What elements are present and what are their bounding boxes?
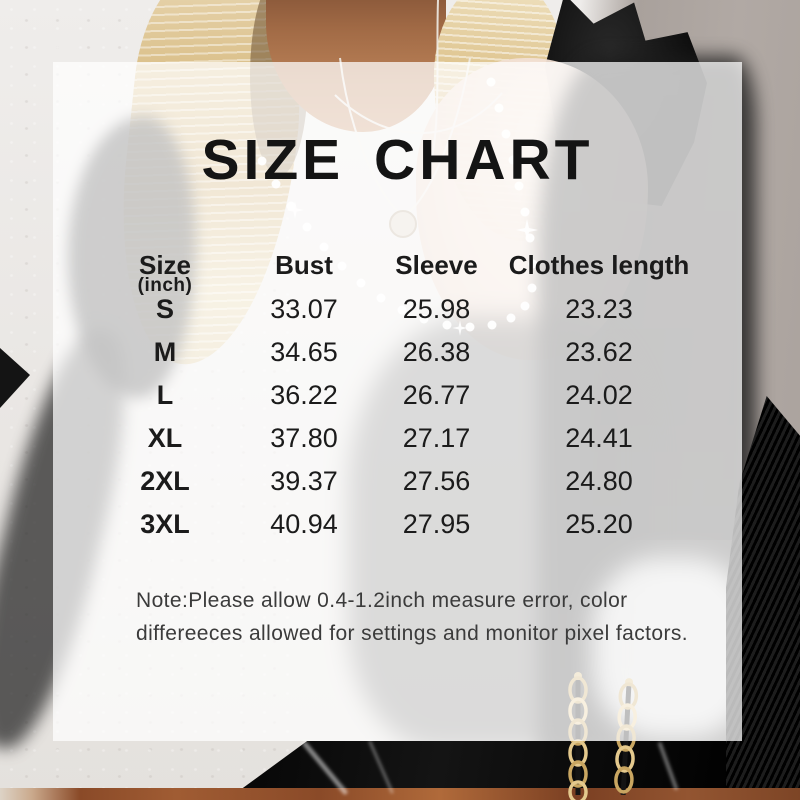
size-cell: XL <box>147 423 183 453</box>
table-row: XL 37.80 27.17 24.41 <box>91 417 694 460</box>
column-header-sleeve: Sleeve <box>395 250 478 280</box>
bust-cell: 33.07 <box>270 294 338 324</box>
size-table-body: S 33.07 25.98 23.23 M 34.65 26.38 23.62 … <box>91 288 694 546</box>
size-chart-content: SIZE CHART Size (inch) Bust Sleeve Cloth… <box>53 62 742 741</box>
size-cell: 3XL <box>140 509 190 539</box>
sleeve-cell: 26.77 <box>402 380 471 410</box>
white-overlay-panel <box>53 62 742 741</box>
column-header-clothes-length: Clothes length <box>508 250 690 280</box>
size-header-label: Size <box>138 250 192 280</box>
table-row: 2XL 39.37 27.56 24.80 <box>91 460 694 503</box>
clothes-length-cell: 24.41 <box>565 423 633 453</box>
bust-cell: 37.80 <box>270 423 338 453</box>
clothes-length-cell: 24.02 <box>565 380 633 410</box>
table-row: S 33.07 25.98 23.23 <box>91 288 694 331</box>
next-photo-strip <box>0 788 800 800</box>
table-row: M 34.65 26.38 23.62 <box>91 331 694 374</box>
clothes-length-cell: 23.62 <box>565 337 633 367</box>
measurement-note-line2: differeeces allowed for settings and mon… <box>136 622 688 645</box>
sleeve-cell: 27.95 <box>402 509 471 539</box>
size-table-header: Size (inch) Bust Sleeve Clothes length <box>91 252 694 295</box>
size-unit-label: (inch) <box>137 275 193 296</box>
clothes-length-cell: 24.80 <box>565 466 633 496</box>
clothes-length-cell: 25.20 <box>565 509 633 539</box>
bust-cell: 39.37 <box>270 466 338 496</box>
pants-shine-streaks <box>302 740 678 795</box>
measurement-note: Note:Please allow 0.4-1.2inch measure er… <box>136 584 688 650</box>
size-cell: L <box>156 380 174 410</box>
sleeve-cell: 27.56 <box>402 466 471 496</box>
size-cell: M <box>153 337 177 367</box>
size-cell: 2XL <box>140 466 190 496</box>
sleeve-cell: 27.17 <box>402 423 471 453</box>
sleeve-cell: 25.98 <box>402 294 471 324</box>
size-cell: S <box>155 294 174 324</box>
measurement-note-line1: Note:Please allow 0.4-1.2inch measure er… <box>136 589 628 612</box>
bust-cell: 34.65 <box>270 337 338 367</box>
table-row: L 36.22 26.77 24.02 <box>91 374 694 417</box>
leather-pants <box>236 741 744 793</box>
column-header-size: Size (inch) <box>91 252 239 295</box>
sleeve-cell: 26.38 <box>402 337 471 367</box>
column-header-bust: Bust <box>275 250 333 280</box>
bust-cell: 40.94 <box>270 509 338 539</box>
bust-cell: 36.22 <box>270 380 338 410</box>
size-chart-title: SIZE CHART <box>201 128 594 192</box>
clothes-length-cell: 23.23 <box>565 294 633 324</box>
table-row: 3XL 40.94 27.95 25.20 <box>91 503 694 546</box>
